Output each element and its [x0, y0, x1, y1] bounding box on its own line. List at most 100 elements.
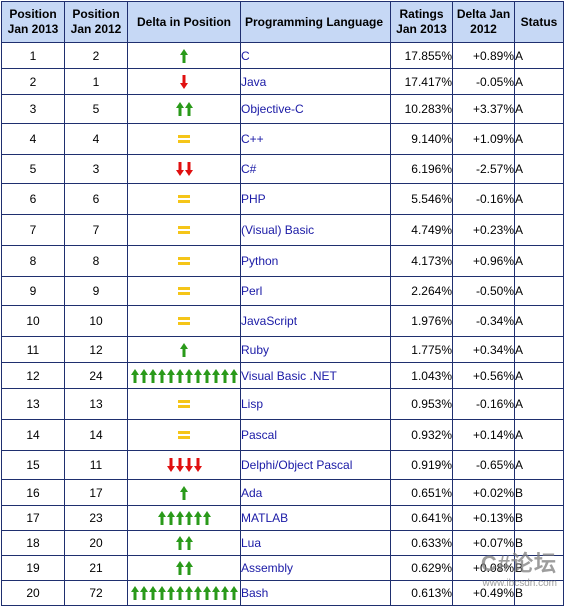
table-row: 7 7 (Visual) Basic 4.749% +0.23% A: [1, 214, 564, 246]
cell-position-2012: 2: [64, 42, 128, 69]
language-link[interactable]: C++: [241, 132, 264, 146]
cell-rating: 2.264%: [390, 276, 453, 306]
language-link[interactable]: Pascal: [241, 428, 278, 442]
cell-position-2012: 10: [64, 305, 128, 337]
arrow-up-icon: [175, 102, 184, 116]
language-link[interactable]: PHP: [241, 192, 266, 206]
cell-rating: 0.633%: [390, 530, 453, 556]
cell-position-2013: 4: [1, 123, 65, 155]
language-link[interactable]: Lisp: [241, 397, 264, 411]
cell-delta: +0.13%: [452, 505, 515, 531]
cell-position-2012: 17: [64, 479, 128, 506]
cell-position-2013: 8: [1, 245, 65, 277]
cell-language: Ada: [240, 479, 391, 506]
cell-position-2012: 23: [64, 505, 128, 531]
equal-icon: [178, 257, 190, 265]
arrow-down-icon: [166, 458, 175, 472]
language-link[interactable]: (Visual) Basic: [241, 223, 315, 237]
language-link[interactable]: Ada: [241, 485, 263, 500]
delta-indicator: [128, 102, 240, 116]
cell-rating: 0.932%: [390, 419, 453, 451]
cell-delta: +0.14%: [452, 419, 515, 451]
delta-indicator: [128, 342, 240, 357]
language-link[interactable]: Objective-C: [241, 102, 304, 116]
arrow-up-icon: [193, 368, 202, 383]
arrow-up-icon: [148, 368, 157, 383]
arrow-up-icon: [166, 368, 175, 383]
header-position-2012: Position Jan 2012: [64, 1, 128, 43]
cell-language: Bash: [240, 580, 391, 606]
cell-position-2013: 11: [1, 336, 65, 363]
delta-indicator: [128, 586, 240, 600]
delta-indicator: [128, 368, 240, 383]
cell-position-2012: 4: [64, 123, 128, 155]
cell-position-2012: 13: [64, 388, 128, 420]
language-link[interactable]: C#: [241, 162, 257, 176]
cell-status: A: [514, 388, 564, 420]
arrow-up-icon: [139, 586, 148, 600]
language-link[interactable]: MATLAB: [241, 511, 289, 525]
cell-delta: -0.65%: [452, 450, 515, 480]
cell-rating: 0.919%: [390, 450, 453, 480]
delta-indicator: [128, 431, 240, 439]
delta-indicator: [128, 48, 240, 63]
cell-delta-position: [127, 530, 241, 556]
cell-delta-position: [127, 419, 241, 451]
table-row: 8 8 Python 4.173% +0.96% A: [1, 245, 564, 277]
cell-delta: +0.23%: [452, 214, 515, 246]
language-link[interactable]: Bash: [241, 586, 269, 600]
language-link[interactable]: Python: [241, 254, 279, 268]
cell-language: Python: [240, 245, 391, 277]
cell-status: A: [514, 276, 564, 306]
cell-delta-position: [127, 336, 241, 363]
arrow-up-icon: [175, 368, 184, 383]
cell-position-2012: 6: [64, 183, 128, 215]
equal-icon: [178, 400, 190, 408]
equal-icon: [178, 317, 190, 325]
delta-indicator: [128, 317, 240, 325]
cell-language: Pascal: [240, 419, 391, 451]
language-link[interactable]: Lua: [241, 536, 262, 550]
cell-status: A: [514, 123, 564, 155]
watermark-url: www.ibcsdn.com: [482, 578, 557, 589]
language-link[interactable]: Ruby: [241, 342, 270, 357]
cell-status: A: [514, 305, 564, 337]
cell-delta: +0.07%: [452, 530, 515, 556]
table-row: 14 14 Pascal 0.932% +0.14% A: [1, 419, 564, 451]
language-link[interactable]: Delphi/Object Pascal: [241, 458, 353, 472]
cell-rating: 9.140%: [390, 123, 453, 155]
arrow-down-icon: [180, 74, 188, 89]
arrow-up-icon: [184, 536, 193, 550]
arrow-up-icon: [184, 368, 193, 383]
cell-language: Objective-C: [240, 94, 391, 124]
cell-rating: 6.196%: [390, 154, 453, 184]
arrow-up-icon: [166, 511, 175, 525]
cell-delta: +0.96%: [452, 245, 515, 277]
cell-delta: +0.56%: [452, 362, 515, 389]
cell-rating: 1.775%: [390, 336, 453, 363]
equal-icon: [178, 287, 190, 295]
arrow-up-icon: [175, 536, 184, 550]
arrow-down-icon: [175, 458, 184, 472]
cell-rating: 0.953%: [390, 388, 453, 420]
equal-icon: [178, 431, 190, 439]
cell-position-2013: 19: [1, 555, 65, 581]
table-row: 18 20 Lua 0.633% +0.07% B: [1, 530, 564, 556]
language-link[interactable]: Assembly: [241, 561, 294, 575]
language-link[interactable]: Perl: [241, 284, 263, 298]
cell-position-2013: 12: [1, 362, 65, 389]
language-link[interactable]: C: [241, 48, 250, 63]
language-link[interactable]: Visual Basic .NET: [241, 368, 337, 383]
cell-status: A: [514, 154, 564, 184]
table-row: 2 1 Java 17.417% -0.05% A: [1, 68, 564, 95]
table-row: 17 23 MATLAB 0.641% +0.13% B: [1, 505, 564, 531]
cell-delta-position: [127, 362, 241, 389]
cell-position-2012: 72: [64, 580, 128, 606]
arrow-up-icon: [211, 586, 220, 600]
language-link[interactable]: Java: [241, 74, 267, 89]
cell-delta-position: [127, 505, 241, 531]
language-link[interactable]: JavaScript: [241, 314, 298, 328]
cell-status: A: [514, 245, 564, 277]
cell-position-2012: 14: [64, 419, 128, 451]
cell-delta: +0.02%: [452, 479, 515, 506]
